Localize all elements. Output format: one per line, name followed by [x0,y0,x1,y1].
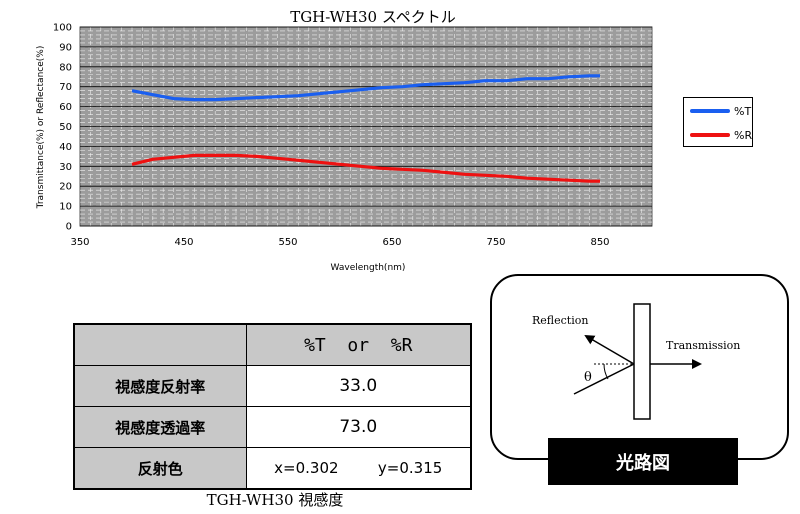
optical-path-diagram: Reflection Transmission θ [532,303,740,420]
x-tick-label: 550 [278,237,297,248]
reflection-label: Reflection [532,314,588,327]
angle-label: θ [584,370,592,385]
spectrum-chart: TGH-WH30 スペクトル 0 10 20 30 40 50 60 70 80 90 100 35… [36,8,653,273]
y-tick-label: 100 [53,23,72,34]
y-tick-label: 40 [59,142,72,153]
y-tick-label: 50 [59,122,72,133]
chart-title: TGH-WH30 スペクトル [290,8,456,26]
x-axis-ticks: 350 450 550 650 750 850 [70,237,609,248]
table-row: 視感度透過率 73.0 [73,406,472,448]
legend-label-t: %T [734,104,752,118]
x-tick-label: 650 [382,237,401,248]
x-tick-label: 750 [486,237,505,248]
x-axis-title: Wavelength(nm) [331,263,406,273]
legend-item-r: %R [690,128,752,142]
y-axis-ticks: 0 10 20 30 40 50 60 70 80 90 100 [53,23,72,233]
row-label: 反射色 [73,447,247,490]
x-tick-label: 450 [174,237,193,248]
x-tick-label: 850 [590,237,609,248]
table-corner-cell [73,323,247,366]
chart-legend: %T %R [683,97,753,147]
table-row: 反射色 x=0.302 y=0.315 [73,447,472,490]
sample-plate [633,303,651,420]
legend-item-t: %T [690,104,751,118]
y-tick-label: 10 [59,202,72,213]
plot-area [79,26,653,227]
incident-ray [573,363,635,395]
angle-arc [603,363,609,380]
table-caption: TGH-WH30 視感度 [206,491,344,509]
series-line-r [131,153,600,183]
row-value: 33.0 [245,365,472,407]
optical-path-title: 光路図 [548,438,738,485]
row-label: 視感度透過率 [73,406,247,448]
row-label: 視感度反射率 [73,365,247,407]
reflection-ray [584,334,635,365]
y-axis-title: Transmittance(%) or Reflectance(%) [36,46,46,210]
grid [80,26,652,227]
y-tick-label: 0 [66,222,72,233]
x-tick-label: 350 [70,237,89,248]
legend-swatch-t [690,109,730,113]
y-tick-label: 60 [59,102,72,113]
legend-label-r: %R [734,128,753,142]
chromaticity-y: y=0.315 [377,459,443,477]
y-tick-label: 80 [59,62,72,73]
y-tick-label: 90 [59,42,72,53]
y-tick-label: 70 [59,82,72,93]
legend-swatch-r [690,133,730,137]
series-line-t [131,74,600,102]
table-column-header: %T or %R [245,323,472,366]
y-tick-label: 20 [59,182,72,193]
transmission-label: Transmission [666,339,740,352]
visibility-table: %T or %R 視感度反射率 33.0 視感度透過率 73.0 反射色 x=0… [73,323,472,490]
chromaticity-x: x=0.302 [274,459,339,477]
series-layer [131,74,600,183]
row-value: 73.0 [245,406,472,448]
table-row: 視感度反射率 33.0 [73,365,472,407]
chromaticity-cell: x=0.302 y=0.315 [245,447,472,490]
y-tick-label: 30 [59,162,72,173]
